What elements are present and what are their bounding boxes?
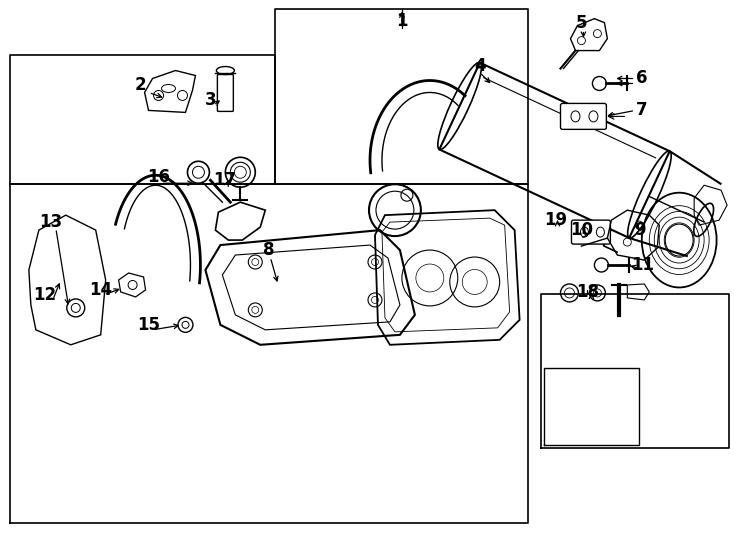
Text: 16: 16 bbox=[147, 168, 170, 186]
Text: 12: 12 bbox=[33, 286, 57, 304]
Text: 10: 10 bbox=[570, 221, 593, 239]
Text: 5: 5 bbox=[575, 14, 587, 32]
Text: 19: 19 bbox=[544, 211, 567, 229]
FancyBboxPatch shape bbox=[572, 220, 611, 244]
FancyBboxPatch shape bbox=[217, 75, 233, 111]
Text: 13: 13 bbox=[39, 213, 62, 231]
Text: 8: 8 bbox=[263, 241, 274, 259]
Text: 9: 9 bbox=[634, 221, 646, 239]
Text: 14: 14 bbox=[89, 281, 112, 299]
Text: 6: 6 bbox=[636, 70, 647, 87]
Text: 3: 3 bbox=[205, 91, 217, 110]
Text: 2: 2 bbox=[135, 77, 146, 94]
Text: 15: 15 bbox=[137, 316, 160, 334]
FancyBboxPatch shape bbox=[561, 104, 606, 130]
Text: 18: 18 bbox=[576, 283, 599, 301]
Text: 17: 17 bbox=[213, 171, 236, 189]
Text: 11: 11 bbox=[631, 256, 654, 274]
Text: 7: 7 bbox=[636, 102, 647, 119]
Text: 1: 1 bbox=[396, 12, 407, 30]
Text: 4: 4 bbox=[474, 57, 485, 75]
